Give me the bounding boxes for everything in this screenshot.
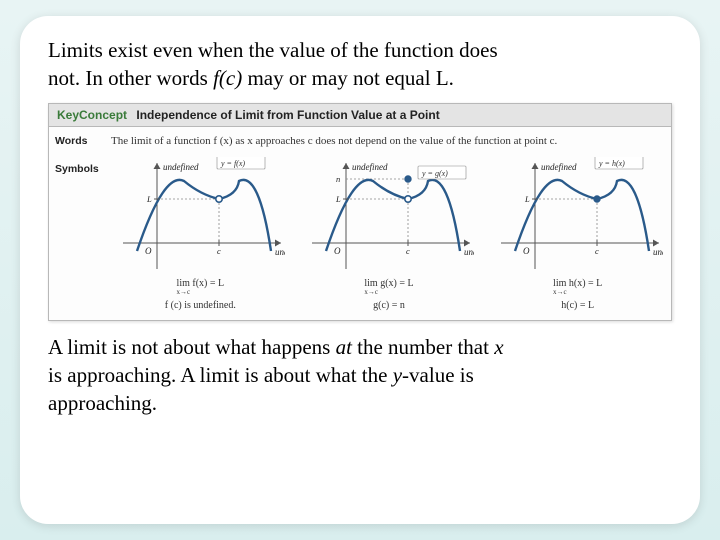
- out-1a: A limit is not about what happens: [48, 335, 336, 359]
- outro-text: A limit is not about what happens at the…: [48, 333, 672, 418]
- limit-graph-3: L c O undefined undefined y = h(x): [493, 157, 663, 275]
- symbols-label: Symbols: [49, 155, 111, 320]
- words-text: The limit of a function f (x) as x appro…: [111, 127, 671, 155]
- key-concept-tag: KeyConcept: [57, 108, 127, 122]
- slide-card: Limits exist even when the value of the …: [20, 16, 700, 524]
- svg-text:y = f(x): y = f(x): [220, 159, 245, 168]
- svg-text:c: c: [217, 246, 221, 256]
- intro-line2c: may or may not equal L.: [242, 66, 454, 90]
- key-concept-title: Independence of Limit from Function Valu…: [136, 108, 439, 122]
- svg-text:L: L: [335, 194, 341, 204]
- svg-text:O: O: [334, 246, 341, 256]
- intro-fc: f(c): [213, 66, 242, 90]
- svg-text:y = g(x): y = g(x): [421, 169, 448, 178]
- svg-text:undefined: undefined: [464, 247, 474, 257]
- svg-text:L: L: [146, 194, 152, 204]
- graph-caption: lim f(x) = L x→c f (c) is undefined.: [111, 277, 290, 314]
- graph-column: n L c O undefined undefined y = g(x) lim…: [300, 157, 479, 314]
- svg-text:O: O: [145, 246, 152, 256]
- svg-text:undefined: undefined: [275, 247, 285, 257]
- symbols-graphs: L c O undefined undefined y = f(x) lim f…: [111, 155, 671, 320]
- svg-text:undefined: undefined: [653, 247, 663, 257]
- intro-line2a: not. In other words: [48, 66, 213, 90]
- key-concept-box: KeyConcept Independence of Limit from Fu…: [48, 103, 672, 321]
- svg-text:L: L: [524, 194, 530, 204]
- graph-caption: lim g(x) = L x→c g(c) = n: [300, 277, 479, 314]
- graph-column: L c O undefined undefined y = h(x) lim h…: [488, 157, 667, 314]
- svg-text:c: c: [406, 246, 410, 256]
- graph-column: L c O undefined undefined y = f(x) lim f…: [111, 157, 290, 314]
- svg-text:c: c: [595, 246, 599, 256]
- key-concept-header: KeyConcept Independence of Limit from Fu…: [49, 104, 671, 127]
- out-1c: the number that: [352, 335, 494, 359]
- svg-text:y = h(x): y = h(x): [598, 159, 625, 168]
- limit-graph-1: L c O undefined undefined y = f(x): [115, 157, 285, 275]
- out-2c: -value is: [402, 363, 474, 387]
- words-label: Words: [49, 127, 111, 155]
- svg-text:undefined: undefined: [541, 162, 577, 172]
- out-y: y: [393, 363, 402, 387]
- svg-text:O: O: [523, 246, 530, 256]
- svg-text:undefined: undefined: [352, 162, 388, 172]
- intro-line1: Limits exist even when the value of the …: [48, 38, 498, 62]
- limit-graph-2: n L c O undefined undefined y = g(x): [304, 157, 474, 275]
- out-at: at: [336, 335, 352, 359]
- graph-caption: lim h(x) = L x→c h(c) = L: [488, 277, 667, 314]
- intro-text: Limits exist even when the value of the …: [48, 36, 672, 93]
- svg-text:undefined: undefined: [163, 162, 199, 172]
- out-2a: is approaching. A limit is about what th…: [48, 363, 393, 387]
- svg-text:n: n: [336, 174, 340, 184]
- out-x: x: [494, 335, 503, 359]
- out-3: approaching.: [48, 391, 157, 415]
- key-concept-body: Words The limit of a function f (x) as x…: [49, 127, 671, 320]
